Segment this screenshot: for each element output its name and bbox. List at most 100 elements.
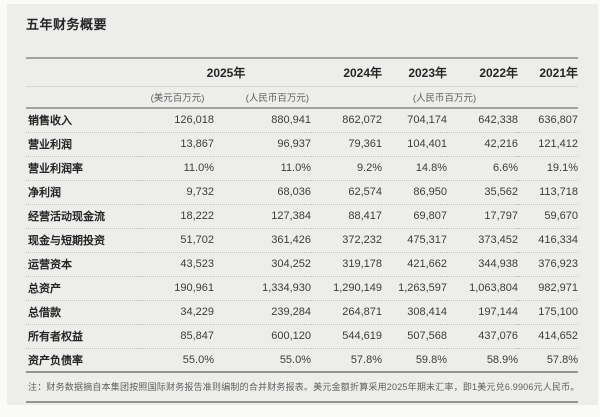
table-row: 现金与短期投资 51,702 361,426 372,232 475,317 373,45… (26, 228, 579, 252)
cell-value: 68,036 (277, 186, 312, 198)
cell-value: 308,414 (407, 306, 448, 318)
unit-header-row: (美元百万元) (人民币百万元) (人民币百万元) (26, 85, 579, 108)
cell-value: 14.8% (415, 162, 448, 174)
cell-value: 86,950 (413, 186, 448, 198)
cell-value: 372,232 (342, 234, 383, 246)
cell-value: 6.6% (492, 162, 519, 174)
cell-value: 642,338 (478, 114, 519, 127)
footnote: 注：财务数据摘自本集团按照国际财务报告准则编制的合并财务报表。美元金额折算采用2… (26, 373, 579, 403)
cell-value: 264,871 (342, 306, 383, 318)
table-row: 营业利润 13,867 96,937 79,361 104,401 42,216 121,4… (26, 132, 579, 156)
table-body: 销售收入 126,018 880,941 862,072 704,174 642,338 6… (26, 108, 579, 372)
year-header-2023: 2023年 (408, 65, 448, 80)
page-title: 五年财务概要 (26, 17, 108, 32)
cell-value: 11.0% (280, 162, 312, 174)
cell-value: 421,662 (407, 258, 448, 270)
cell-value: 175,100 (538, 306, 579, 318)
cell-value: 57.8% (350, 353, 383, 366)
cell-value: 58.9% (486, 353, 519, 366)
label-column-spacer (26, 85, 141, 108)
unit-header-rmb-history: (人民币百万元) (311, 85, 579, 108)
cell-value: 982,971 (538, 282, 579, 294)
year-header-2021: 2021年 (539, 65, 579, 80)
cell-value: 437,076 (478, 330, 519, 342)
row-label: 净利润 (28, 187, 61, 199)
table-row: 运营资本 43,523 304,252 319,178 421,662 344,938 37… (26, 252, 579, 276)
cell-value: 414,652 (538, 330, 579, 342)
year-header-row: 2025年 2024年 2023年 2022年 2021年 (26, 58, 578, 86)
cell-value: 704,174 (407, 114, 448, 127)
cell-value: 344,938 (478, 258, 519, 270)
cell-value: 1,263,597 (398, 282, 448, 294)
row-label: 销售收入 (28, 115, 72, 128)
year-header-2024: 2024年 (343, 65, 383, 80)
year-header-2025: 2025年 (206, 65, 246, 80)
cell-value: 239,284 (271, 306, 312, 318)
cell-value: 636,807 (538, 114, 579, 127)
cell-value: 43,523 (180, 258, 214, 270)
cell-value: 373,452 (478, 234, 519, 246)
cell-value: 9.2% (356, 162, 383, 174)
row-label: 所有者权益 (28, 331, 83, 343)
cell-value: 55.0% (279, 353, 312, 366)
cell-value: 1,334,930 (262, 282, 312, 294)
table-row: 总借款 34,229 239,284 264,871 308,414 197,144 175… (26, 300, 579, 324)
cell-value: 880,941 (271, 114, 312, 127)
table-row: 净利润 9,732 68,036 62,574 86,950 35,562 113,718 (26, 180, 579, 204)
cell-value: 600,120 (271, 330, 312, 342)
cell-value: 104,401 (407, 138, 448, 150)
cell-value: 62,574 (348, 186, 383, 198)
cell-value: 34,229 (180, 306, 214, 318)
unit-header-usd: (美元百万元) (141, 85, 214, 108)
cell-value: 126,018 (174, 114, 214, 127)
cell-value: 57.8% (546, 353, 579, 366)
cell-value: 88,417 (348, 210, 383, 222)
report-panel: 五年财务概要 2025年 2024年 2023年 2022年 2021年 (美元… (7, 4, 598, 405)
cell-value: 544,619 (342, 330, 383, 342)
table-row: 营业利润率 11.0% 11.0% 9.2% 14.8% 6.6% 19.1% (26, 156, 579, 180)
cell-value: 121,412 (538, 138, 579, 150)
cell-value: 42,216 (484, 138, 519, 150)
cell-value: 13,867 (180, 138, 214, 150)
cell-value: 507,568 (407, 330, 448, 342)
row-label: 营业利润率 (28, 163, 83, 175)
unit-header-rmb-2025: (人民币百万元) (214, 85, 312, 108)
cell-value: 376,923 (538, 258, 579, 270)
label-column-spacer (26, 58, 141, 86)
cell-value: 361,426 (271, 234, 312, 246)
row-label: 总资产 (28, 283, 61, 295)
cell-value: 9,732 (186, 186, 214, 198)
cell-value: 862,072 (342, 114, 383, 127)
table-row: 经营活动现金流 18,222 127,384 88,417 69,807 17,797 59… (26, 204, 579, 228)
cell-value: 19.1% (546, 162, 579, 174)
cell-value: 85,847 (180, 330, 214, 342)
cell-value: 18,222 (180, 210, 214, 222)
row-label: 总借款 (28, 307, 61, 319)
cell-value: 319,178 (342, 258, 383, 270)
cell-value: 59,670 (544, 210, 579, 222)
row-label: 资产负债率 (28, 354, 83, 367)
cell-value: 197,144 (478, 306, 519, 318)
cell-value: 190,961 (174, 282, 214, 294)
cell-value: 11.0% (183, 162, 214, 174)
cell-value: 35,562 (484, 186, 519, 198)
row-label: 现金与短期投资 (28, 235, 105, 247)
table-row: 销售收入 126,018 880,941 862,072 704,174 642,338 6… (26, 108, 578, 132)
table-row: 资产负债率 55.0% 55.0% 57.8% 59.8% 58.9% 57.8% (26, 348, 579, 372)
cell-value: 1,290,149 (333, 282, 383, 294)
year-header-2022: 2022年 (479, 65, 519, 80)
row-label: 运营资本 (28, 259, 72, 271)
cell-value: 304,252 (271, 258, 312, 270)
cell-value: 69,807 (413, 210, 448, 222)
cell-value: 416,334 (538, 234, 579, 246)
table-row: 所有者权益 85,847 600,120 544,619 507,568 437,076 4… (26, 324, 579, 348)
cell-value: 1,063,804 (469, 282, 519, 294)
cell-value: 96,937 (277, 138, 312, 150)
table-row: 总资产 190,961 1,334,930 1,290,149 1,263,597 1,0… (26, 276, 579, 300)
row-label: 营业利润 (28, 139, 72, 151)
cell-value: 59.8% (415, 353, 448, 366)
cell-value: 127,384 (271, 210, 312, 222)
cell-value: 51,702 (180, 234, 214, 246)
cell-value: 79,361 (348, 138, 383, 150)
row-label: 经营活动现金流 (28, 211, 105, 223)
